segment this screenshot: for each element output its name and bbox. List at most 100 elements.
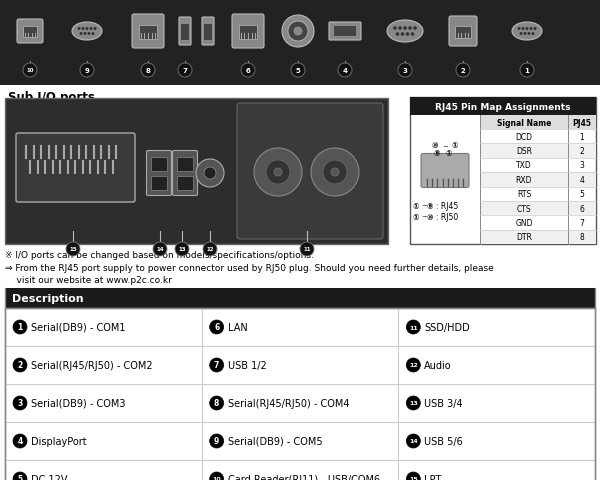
FancyBboxPatch shape — [449, 17, 477, 47]
Text: 7: 7 — [182, 68, 187, 74]
Circle shape — [89, 28, 92, 31]
FancyBboxPatch shape — [173, 151, 197, 196]
Circle shape — [83, 33, 86, 36]
Text: 5: 5 — [296, 68, 301, 74]
Text: GND: GND — [515, 218, 533, 228]
Circle shape — [241, 64, 255, 78]
Text: 1: 1 — [524, 68, 529, 74]
Bar — [0, 0, 600, 86]
Text: 4: 4 — [343, 68, 347, 74]
FancyBboxPatch shape — [334, 27, 356, 37]
Circle shape — [406, 396, 421, 410]
Text: ①: ① — [413, 213, 419, 222]
Text: PJ45: PJ45 — [572, 118, 592, 127]
Text: LAN: LAN — [227, 323, 247, 332]
Text: 11: 11 — [409, 325, 418, 330]
Circle shape — [254, 149, 302, 197]
Circle shape — [527, 33, 530, 36]
FancyBboxPatch shape — [237, 104, 383, 240]
Text: Serial(RJ45/RJ50) - COM2: Serial(RJ45/RJ50) - COM2 — [31, 360, 152, 370]
FancyBboxPatch shape — [329, 23, 361, 41]
Circle shape — [410, 33, 415, 37]
Text: DTR: DTR — [516, 233, 532, 242]
Text: ①: ① — [413, 202, 419, 211]
Text: RXD: RXD — [516, 176, 532, 184]
FancyBboxPatch shape — [17, 20, 43, 44]
Text: ~: ~ — [421, 203, 427, 209]
Text: RJ45 Pin Map Assignments: RJ45 Pin Map Assignments — [435, 102, 571, 111]
Text: RTS: RTS — [517, 190, 531, 199]
Bar — [151, 177, 167, 191]
Text: : RJ45: : RJ45 — [436, 202, 458, 211]
Bar — [177, 157, 193, 172]
Circle shape — [13, 358, 27, 372]
Circle shape — [209, 396, 224, 410]
Text: 13: 13 — [178, 247, 186, 252]
Circle shape — [311, 149, 359, 197]
Circle shape — [196, 160, 224, 188]
Ellipse shape — [72, 23, 102, 41]
Circle shape — [94, 28, 97, 31]
Text: 15: 15 — [409, 477, 418, 480]
Circle shape — [398, 27, 402, 31]
Circle shape — [274, 168, 282, 177]
Text: 7: 7 — [580, 218, 584, 228]
Circle shape — [153, 242, 167, 256]
Bar — [5, 308, 595, 480]
Text: 15: 15 — [69, 247, 77, 252]
FancyBboxPatch shape — [181, 25, 189, 41]
Text: LPT: LPT — [424, 474, 442, 480]
Circle shape — [403, 27, 407, 31]
Text: DSR: DSR — [516, 147, 532, 156]
Text: 6: 6 — [580, 204, 584, 213]
Text: 9: 9 — [85, 68, 89, 74]
Circle shape — [86, 28, 89, 31]
Circle shape — [331, 168, 339, 177]
Text: 6: 6 — [245, 68, 250, 74]
Circle shape — [291, 64, 305, 78]
Circle shape — [300, 242, 314, 256]
Text: ⑩: ⑩ — [432, 141, 438, 150]
Text: 14: 14 — [156, 247, 164, 252]
Text: DCD: DCD — [515, 132, 533, 142]
Circle shape — [79, 33, 83, 36]
Bar — [480, 202, 596, 216]
Text: 12: 12 — [206, 247, 214, 252]
Circle shape — [530, 28, 533, 31]
Circle shape — [406, 33, 409, 37]
Bar — [480, 230, 596, 244]
Text: SSD/HDD: SSD/HDD — [424, 323, 470, 332]
FancyBboxPatch shape — [239, 26, 257, 40]
Circle shape — [175, 242, 189, 256]
Text: 1: 1 — [580, 132, 584, 142]
Text: ①: ① — [452, 141, 458, 150]
Circle shape — [520, 33, 523, 36]
Text: 13: 13 — [409, 401, 418, 406]
Text: 3: 3 — [580, 161, 584, 170]
Text: 5: 5 — [580, 190, 584, 199]
Circle shape — [406, 358, 421, 372]
Text: ※ I/O ports can be changed based on models/specifications/options.: ※ I/O ports can be changed based on mode… — [5, 251, 314, 260]
Circle shape — [77, 28, 80, 31]
Text: 7: 7 — [214, 361, 220, 370]
Text: 6: 6 — [214, 323, 219, 332]
Circle shape — [521, 28, 524, 31]
Text: 4: 4 — [17, 437, 23, 445]
Circle shape — [398, 64, 412, 78]
Bar — [177, 177, 193, 191]
Text: DisplayPort: DisplayPort — [31, 436, 86, 446]
Text: ⑩: ⑩ — [427, 213, 433, 222]
Circle shape — [203, 242, 217, 256]
Circle shape — [408, 27, 412, 31]
Text: USB 5/6: USB 5/6 — [424, 436, 463, 446]
Circle shape — [82, 28, 85, 31]
Text: 8: 8 — [580, 233, 584, 242]
FancyBboxPatch shape — [179, 18, 191, 46]
Text: 14: 14 — [409, 439, 418, 444]
Circle shape — [91, 33, 95, 36]
Bar — [151, 157, 167, 172]
Circle shape — [209, 472, 224, 480]
Circle shape — [209, 320, 224, 334]
Text: ⑧: ⑧ — [427, 202, 433, 211]
Circle shape — [204, 168, 216, 180]
